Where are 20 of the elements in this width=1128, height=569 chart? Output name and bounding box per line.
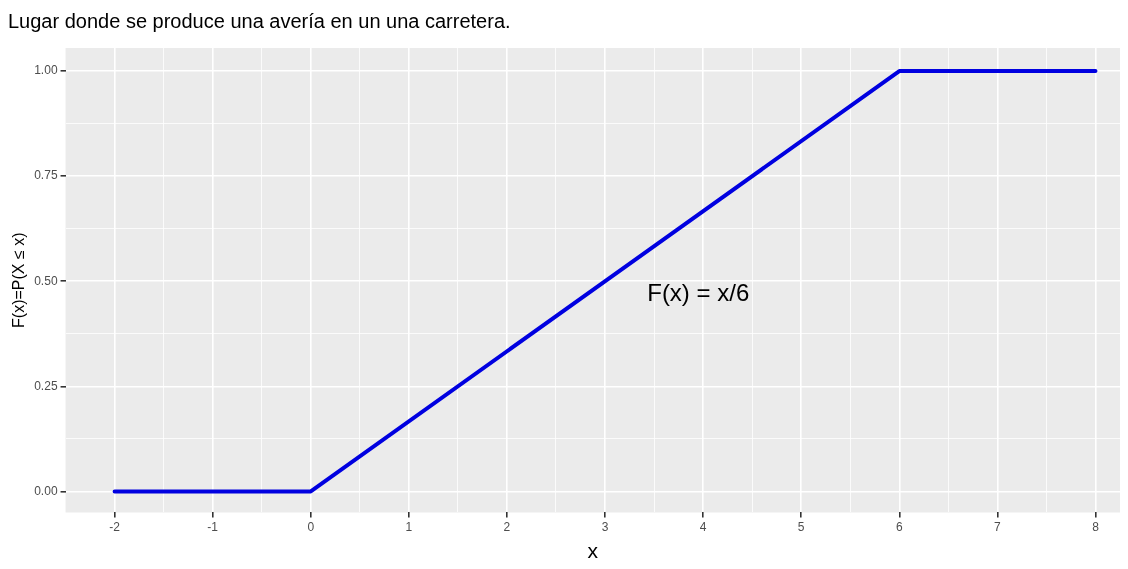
- y-tick-label: 0.50: [34, 273, 58, 288]
- y-tick-label: 0.75: [34, 168, 58, 183]
- chart-title: Lugar donde se produce una avería en un una carretera.: [8, 9, 511, 32]
- x-tick-label: 1: [405, 519, 413, 534]
- x-tick-label: -2: [109, 519, 121, 534]
- x-tick-label: 7: [994, 519, 1002, 534]
- y-tick-label: 1.00: [34, 63, 58, 78]
- x-tick-label: 0: [307, 519, 315, 534]
- x-tick-label: 5: [797, 519, 805, 534]
- x-tick-label: 3: [601, 519, 609, 534]
- y-axis-title: F(x)=P(X ≤ x): [10, 232, 28, 328]
- x-tick-label: -1: [207, 519, 219, 534]
- x-tick-label: 2: [503, 519, 511, 534]
- y-tick-label: 0.00: [34, 483, 58, 498]
- y-tick-label: 0.25: [34, 378, 58, 393]
- x-tick-label: 6: [895, 519, 903, 534]
- x-tick-label: 4: [699, 519, 707, 534]
- annotation: F(x) = x/6: [647, 278, 750, 306]
- x-tick-label: 8: [1092, 519, 1100, 534]
- x-axis-title: x: [587, 539, 599, 563]
